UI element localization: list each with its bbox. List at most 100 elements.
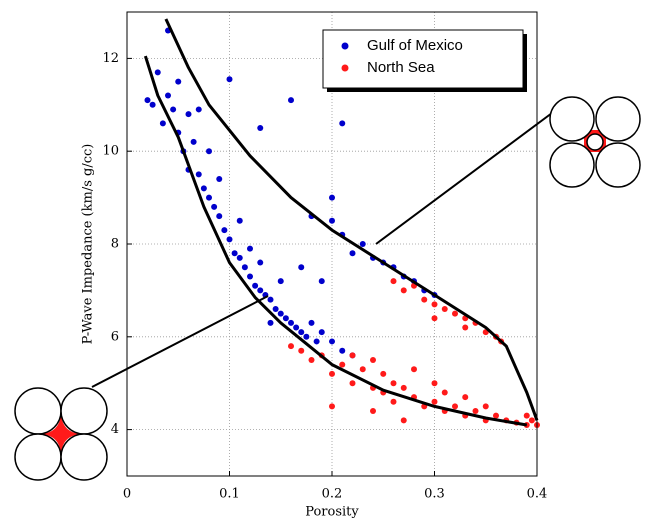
data-point bbox=[329, 217, 335, 224]
x-tick-label: 0.1 bbox=[219, 487, 240, 502]
data-point bbox=[257, 287, 264, 294]
x-tick-label: 0.2 bbox=[322, 487, 343, 502]
data-point bbox=[216, 176, 223, 183]
connector bbox=[91, 295, 269, 388]
data-point bbox=[206, 148, 212, 155]
legend-marker bbox=[341, 42, 349, 50]
data-point bbox=[431, 398, 438, 405]
x-tick-label: 0.3 bbox=[424, 487, 445, 502]
data-point bbox=[247, 273, 253, 280]
data-point bbox=[421, 296, 428, 303]
y-tick-label: 4 bbox=[111, 422, 119, 437]
data-point bbox=[231, 250, 238, 257]
data-point bbox=[216, 213, 223, 220]
data-point bbox=[462, 394, 469, 401]
data-point bbox=[329, 194, 335, 201]
data-point bbox=[339, 347, 346, 354]
data-point bbox=[175, 78, 182, 85]
data-point bbox=[190, 138, 197, 145]
data-point bbox=[195, 106, 202, 113]
legend-label: North Sea bbox=[367, 59, 435, 76]
data-point bbox=[441, 389, 448, 396]
data-point bbox=[149, 101, 156, 108]
data-point bbox=[144, 97, 151, 104]
x-tick-label: 0 bbox=[123, 487, 131, 502]
data-point bbox=[159, 120, 166, 127]
data-point bbox=[267, 296, 274, 303]
legend: Gulf of Mexico North Sea bbox=[322, 29, 527, 92]
data-point bbox=[221, 227, 228, 234]
connector bbox=[375, 112, 553, 245]
data-point bbox=[277, 310, 284, 317]
data-point bbox=[252, 282, 259, 289]
data-point bbox=[339, 361, 346, 368]
data-point bbox=[380, 370, 387, 377]
data-point bbox=[370, 357, 376, 363]
data-point bbox=[370, 408, 376, 415]
x-axis-label: Porosity bbox=[305, 505, 359, 520]
data-point bbox=[236, 254, 243, 261]
data-point bbox=[247, 245, 253, 252]
trend-curve bbox=[164, 18, 539, 421]
data-point bbox=[282, 315, 289, 322]
data-point bbox=[329, 370, 335, 377]
y-tick-label: 12 bbox=[102, 51, 119, 66]
data-point bbox=[165, 92, 171, 99]
data-point bbox=[211, 203, 218, 210]
data-point bbox=[400, 384, 407, 391]
data-point bbox=[200, 185, 207, 192]
legend-label: Gulf of Mexico bbox=[367, 37, 463, 54]
data-point bbox=[298, 347, 305, 354]
data-point bbox=[288, 97, 294, 104]
data-point bbox=[267, 319, 274, 326]
data-point bbox=[288, 319, 294, 326]
data-point bbox=[257, 125, 264, 131]
data-point bbox=[308, 319, 315, 326]
data-point bbox=[390, 278, 397, 285]
data-point bbox=[257, 259, 264, 266]
data-point bbox=[411, 366, 417, 373]
y-axis-label: P-Wave Impedance (km/s g/cc) bbox=[81, 144, 96, 345]
plot-frame bbox=[126, 11, 538, 477]
data-point bbox=[308, 357, 315, 363]
legend-marker bbox=[341, 64, 349, 72]
data-point bbox=[482, 403, 489, 410]
data-point bbox=[528, 417, 535, 424]
data-point bbox=[329, 338, 335, 345]
data-point bbox=[185, 111, 192, 118]
data-point bbox=[241, 264, 248, 271]
data-point bbox=[272, 305, 279, 312]
data-point bbox=[359, 366, 366, 373]
data-point bbox=[349, 352, 356, 359]
data-point bbox=[462, 324, 469, 331]
data-point bbox=[452, 403, 458, 410]
y-tick-label: 10 bbox=[102, 144, 119, 159]
data-point bbox=[195, 171, 202, 178]
data-point bbox=[303, 333, 310, 340]
data-point bbox=[400, 287, 407, 294]
trend-curve bbox=[143, 55, 528, 427]
data-point bbox=[298, 264, 305, 271]
data-point bbox=[298, 329, 305, 336]
data-point bbox=[226, 76, 233, 83]
data-point bbox=[431, 380, 438, 387]
legend-box bbox=[322, 29, 524, 89]
data-point bbox=[431, 315, 438, 322]
data-point bbox=[431, 301, 438, 308]
data-point bbox=[349, 250, 356, 257]
data-point bbox=[523, 412, 530, 419]
data-point bbox=[318, 329, 325, 336]
data-point bbox=[339, 120, 346, 127]
x-tick-label: 0.4 bbox=[527, 487, 548, 502]
data-point bbox=[293, 324, 300, 331]
data-point bbox=[400, 417, 407, 424]
data-point bbox=[359, 241, 366, 247]
data-point bbox=[349, 380, 356, 387]
data-point bbox=[390, 398, 397, 405]
data-point bbox=[236, 217, 243, 224]
data-point bbox=[493, 412, 499, 419]
data-point bbox=[226, 236, 233, 243]
data-point bbox=[329, 403, 335, 410]
